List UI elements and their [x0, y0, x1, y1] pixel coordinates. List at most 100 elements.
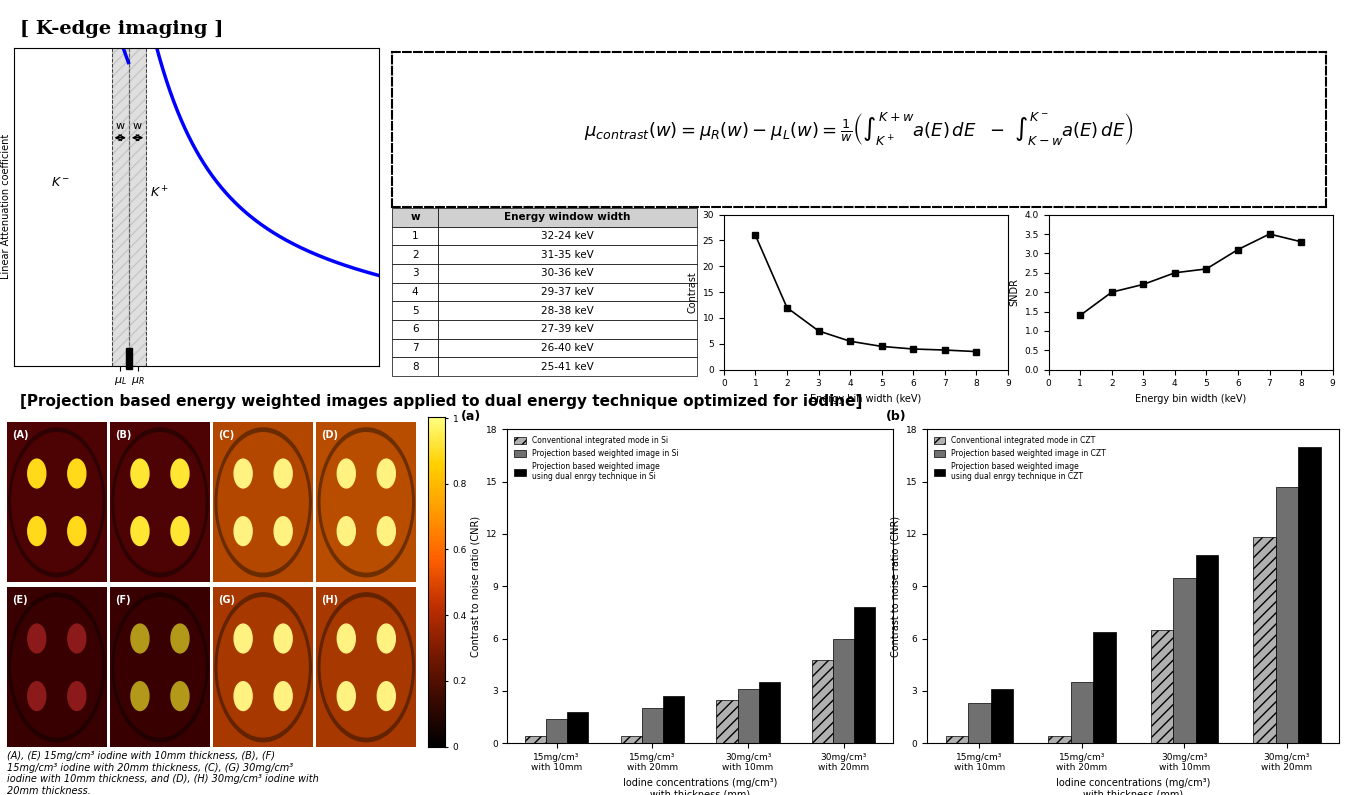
- Bar: [717, 700, 737, 743]
- Bar: [1150, 630, 1173, 743]
- Ellipse shape: [215, 428, 311, 576]
- Circle shape: [275, 517, 292, 545]
- X-axis label: Energy bin width (keV): Energy bin width (keV): [1135, 394, 1246, 404]
- Circle shape: [28, 681, 46, 711]
- Circle shape: [28, 517, 46, 545]
- Bar: [1276, 487, 1298, 743]
- Circle shape: [234, 681, 252, 711]
- Y-axis label: Contrast to noise ratio (CNR): Contrast to noise ratio (CNR): [471, 516, 480, 657]
- Bar: [1049, 736, 1070, 743]
- Text: (A), (E) 15mg/cm³ iodine with 10mm thickness, (B), (F)
15mg/cm³ iodine with 20mm: (A), (E) 15mg/cm³ iodine with 10mm thick…: [7, 751, 318, 795]
- Bar: [812, 660, 833, 743]
- Bar: [854, 607, 875, 743]
- Circle shape: [131, 517, 149, 545]
- Ellipse shape: [112, 428, 208, 576]
- Circle shape: [234, 517, 252, 545]
- Circle shape: [275, 681, 292, 711]
- Circle shape: [275, 624, 292, 653]
- Circle shape: [68, 624, 85, 653]
- Ellipse shape: [218, 598, 308, 737]
- Circle shape: [68, 517, 85, 545]
- Bar: [641, 708, 663, 743]
- Circle shape: [275, 460, 292, 488]
- Bar: [663, 696, 683, 743]
- X-axis label: Energy bin width (keV): Energy bin width (keV): [810, 394, 921, 404]
- Ellipse shape: [215, 593, 311, 742]
- Circle shape: [131, 681, 149, 711]
- Circle shape: [377, 460, 395, 488]
- Text: (A): (A): [12, 430, 28, 440]
- Ellipse shape: [12, 432, 101, 572]
- Bar: [111, 48, 129, 366]
- Text: (H): (H): [321, 595, 338, 605]
- Bar: [547, 719, 567, 743]
- Circle shape: [377, 517, 395, 545]
- Bar: [567, 712, 589, 743]
- Text: (B): (B): [115, 430, 131, 440]
- Legend: Conventional integrated mode in CZT, Projection based weighted image in CZT, Pro: Conventional integrated mode in CZT, Pro…: [931, 433, 1109, 484]
- Ellipse shape: [115, 432, 206, 572]
- Circle shape: [337, 681, 356, 711]
- Circle shape: [234, 624, 252, 653]
- Circle shape: [170, 460, 189, 488]
- Bar: [1070, 682, 1093, 743]
- Y-axis label: Linear Attenuation coefficient: Linear Attenuation coefficient: [1, 134, 11, 279]
- Circle shape: [28, 460, 46, 488]
- Y-axis label: SNDR: SNDR: [1009, 278, 1019, 306]
- Text: $K^+$: $K^+$: [150, 185, 169, 200]
- Bar: [946, 736, 969, 743]
- Text: (E): (E): [12, 595, 27, 605]
- Circle shape: [170, 681, 189, 711]
- Text: w: w: [133, 122, 142, 131]
- Bar: [737, 689, 759, 743]
- Circle shape: [68, 681, 85, 711]
- Circle shape: [377, 624, 395, 653]
- Text: (a): (a): [461, 410, 482, 423]
- Ellipse shape: [321, 432, 411, 572]
- Text: (C): (C): [218, 430, 234, 440]
- Bar: [129, 48, 146, 366]
- Text: [ K-edge imaging ]: [ K-edge imaging ]: [20, 20, 223, 38]
- Text: w: w: [115, 122, 124, 131]
- Bar: [759, 682, 779, 743]
- Ellipse shape: [218, 432, 308, 572]
- Bar: [525, 736, 547, 743]
- Bar: [833, 638, 854, 743]
- Circle shape: [28, 624, 46, 653]
- Circle shape: [337, 624, 356, 653]
- Circle shape: [170, 624, 189, 653]
- Bar: [1173, 578, 1196, 743]
- Ellipse shape: [318, 428, 414, 576]
- Ellipse shape: [8, 593, 104, 742]
- Bar: [1298, 447, 1321, 743]
- Text: (D): (D): [321, 430, 338, 440]
- Bar: [990, 689, 1013, 743]
- Bar: [621, 736, 641, 743]
- Circle shape: [377, 681, 395, 711]
- Ellipse shape: [8, 428, 104, 576]
- Text: [Projection based energy weighted images applied to dual energy technique optimi: [Projection based energy weighted images…: [20, 394, 863, 409]
- Ellipse shape: [321, 598, 411, 737]
- Ellipse shape: [318, 593, 414, 742]
- Circle shape: [131, 624, 149, 653]
- Text: $\mu_{contrast}(w) = \mu_R(w) - \mu_L(w) = \frac{1}{w}\left(\int_{K^+}^{K+w} a(E: $\mu_{contrast}(w) = \mu_R(w) - \mu_L(w)…: [584, 111, 1134, 148]
- Ellipse shape: [112, 593, 208, 742]
- Bar: [1093, 632, 1116, 743]
- Bar: [126, 347, 133, 370]
- Ellipse shape: [115, 598, 206, 737]
- Bar: [1253, 537, 1276, 743]
- Ellipse shape: [12, 598, 101, 737]
- Legend: Conventional integrated mode in Si, Projection based weighted image in Si, Proje: Conventional integrated mode in Si, Proj…: [511, 433, 682, 484]
- Bar: [969, 704, 990, 743]
- Circle shape: [68, 460, 85, 488]
- Text: $K^-$: $K^-$: [51, 176, 70, 188]
- X-axis label: Iodine concentrations (mg/cm³)
with thickness (mm): Iodine concentrations (mg/cm³) with thic…: [622, 778, 778, 795]
- Y-axis label: Contrast to noise ratio (CNR): Contrast to noise ratio (CNR): [890, 516, 900, 657]
- Circle shape: [234, 460, 252, 488]
- Circle shape: [170, 517, 189, 545]
- Text: (F): (F): [115, 595, 130, 605]
- Circle shape: [337, 460, 356, 488]
- Circle shape: [131, 460, 149, 488]
- Text: (G): (G): [218, 595, 235, 605]
- Circle shape: [337, 517, 356, 545]
